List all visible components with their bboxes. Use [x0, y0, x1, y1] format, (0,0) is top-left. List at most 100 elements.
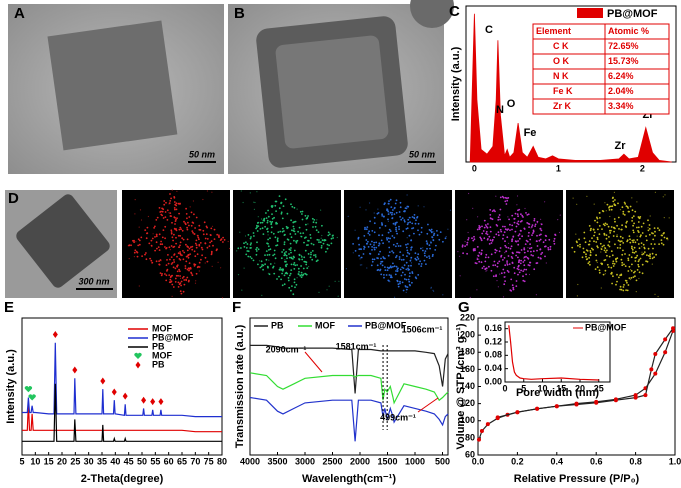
map-dot	[175, 208, 178, 211]
map-dot	[480, 252, 483, 255]
map-dot	[133, 241, 136, 244]
map-dot	[200, 246, 203, 249]
map-dot	[637, 243, 640, 245]
map-dot	[474, 248, 476, 250]
map-dot	[494, 251, 497, 254]
map-dot	[542, 241, 545, 244]
map-dot	[585, 253, 587, 256]
map-dot	[539, 248, 542, 251]
map-dot	[133, 251, 136, 254]
map-dot	[211, 225, 214, 227]
table-cell	[604, 98, 670, 115]
map-dot	[603, 249, 606, 252]
map-dot	[166, 259, 168, 261]
map-dot	[615, 283, 617, 286]
map-dot	[213, 228, 216, 231]
map-dot	[581, 256, 584, 259]
map-dot	[406, 255, 408, 257]
map-dot	[629, 241, 632, 244]
map-dot	[618, 228, 620, 230]
map-dot	[606, 249, 608, 252]
map-dot	[205, 225, 208, 228]
map-dot	[288, 248, 291, 251]
map-dot	[429, 247, 431, 250]
map-dot	[603, 233, 606, 236]
map-dot	[195, 244, 198, 247]
map-dot	[318, 241, 320, 244]
map-dot	[186, 245, 189, 248]
map-dot	[500, 230, 503, 233]
map-dot	[399, 280, 401, 283]
y-tick-label: 60	[465, 449, 475, 459]
map-dot	[328, 285, 330, 287]
map-dot	[604, 269, 607, 272]
map-dot	[506, 229, 509, 231]
x-tick-label: 35	[97, 456, 107, 466]
map-dot	[254, 201, 256, 204]
map-dot	[392, 251, 395, 254]
map-dot	[395, 228, 397, 231]
x-tick-label: 55	[150, 456, 160, 466]
map-dot	[338, 280, 340, 282]
map-dot	[256, 222, 259, 224]
map-dot	[257, 216, 259, 218]
table-cell-text: 2.04%	[608, 86, 634, 96]
x-tick-label: 20	[57, 456, 67, 466]
map-dot	[195, 216, 198, 219]
map-dot	[654, 191, 657, 193]
map-dot	[602, 223, 605, 226]
map-dot	[535, 294, 538, 296]
map-dot	[202, 229, 205, 232]
map-dot	[201, 248, 204, 251]
map-dot	[192, 231, 194, 234]
map-dot	[373, 231, 376, 234]
map-dot	[641, 232, 644, 234]
map-dot	[621, 206, 624, 209]
map-dot	[638, 271, 641, 274]
map-dot	[476, 257, 478, 259]
map-dot	[641, 251, 643, 253]
map-dot	[651, 252, 654, 255]
map-dot	[276, 237, 279, 240]
map-dot	[156, 247, 158, 250]
map-dot	[393, 213, 396, 216]
map-dot	[622, 289, 625, 292]
map-dot	[654, 230, 656, 233]
map-dot	[610, 266, 613, 269]
map-dot	[299, 210, 302, 213]
data-point	[479, 429, 484, 434]
map-dot	[622, 213, 625, 215]
map-dot	[394, 296, 396, 298]
map-dot	[485, 270, 487, 272]
map-dot	[169, 212, 172, 215]
map-dot	[285, 265, 287, 268]
series-line	[497, 327, 674, 418]
map-dot	[187, 256, 190, 259]
map-dot	[495, 249, 498, 252]
map-dot	[170, 275, 173, 277]
map-dot	[385, 274, 388, 276]
map-dot	[428, 229, 431, 231]
map-dot	[289, 256, 291, 259]
map-dot	[628, 254, 631, 256]
data-point	[485, 422, 490, 427]
map-dot	[517, 223, 520, 226]
map-dot	[490, 242, 493, 244]
panel-label: A	[14, 5, 25, 22]
map-dot	[371, 260, 374, 263]
map-dot	[185, 207, 188, 210]
map-dot	[368, 230, 370, 233]
map-dot	[596, 221, 599, 224]
x-tick-label: 75	[204, 456, 214, 466]
map-dot	[168, 212, 170, 214]
map-dot	[188, 267, 191, 270]
map-dot	[586, 250, 589, 252]
map-dot	[164, 225, 167, 228]
map-dot	[171, 295, 173, 297]
map-dot	[136, 255, 139, 258]
map-dot	[384, 269, 387, 271]
map-dot	[180, 292, 183, 295]
map-dot	[179, 251, 182, 253]
map-dot	[660, 242, 663, 245]
map-dot	[638, 247, 641, 250]
